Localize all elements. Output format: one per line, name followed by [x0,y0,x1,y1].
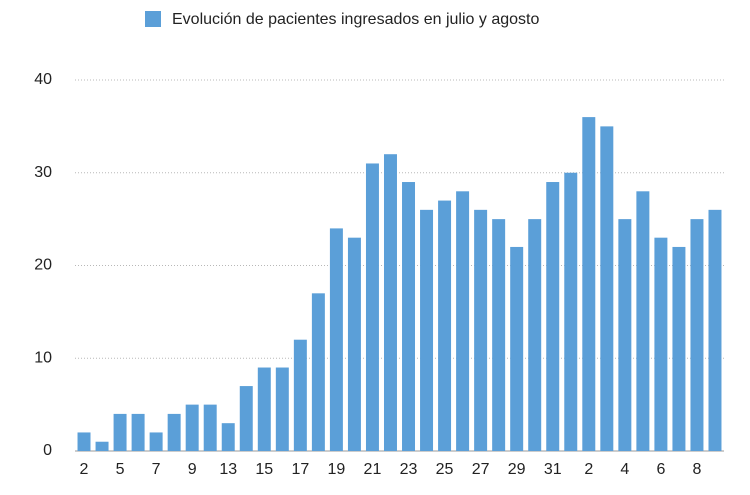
bar [185,404,199,451]
x-tick-label: 17 [291,461,309,478]
legend-label: Evolución de pacientes ingresados en jul… [172,11,539,28]
x-tick-label: 29 [508,461,526,478]
bar [492,219,506,451]
x-tick-label: 31 [544,461,562,478]
bar [654,237,668,451]
y-tick-label: 0 [43,442,52,459]
bar [582,117,596,451]
bar [347,237,361,451]
x-tick-label: 15 [255,461,273,478]
bar [438,200,452,451]
bar [167,413,181,451]
x-tick-label: 9 [188,461,197,478]
bar [149,432,163,451]
legend-swatch [145,11,161,27]
bar [636,191,650,452]
bar [203,404,217,451]
bar [528,219,542,451]
bar [456,191,470,452]
bar [564,172,578,451]
x-tick-label: 7 [152,461,161,478]
x-tick-label: 27 [472,461,490,478]
bar [113,413,127,451]
bar [293,339,307,451]
bar [275,367,289,451]
y-tick-label: 30 [34,164,52,181]
bar [239,386,253,451]
bar [690,219,704,451]
bar [221,423,235,451]
x-tick-label: 23 [400,461,418,478]
x-tick-label: 8 [693,461,702,478]
x-tick-label: 5 [116,461,125,478]
bar [708,209,722,451]
bar [131,413,145,451]
bar [383,154,397,451]
bar [329,228,343,451]
x-tick-label: 2 [80,461,89,478]
x-tick-label: 25 [436,461,454,478]
bar [311,293,325,451]
x-tick-label: 6 [656,461,665,478]
bar [402,182,416,451]
bar [510,246,524,451]
bar [257,367,271,451]
bar [672,246,686,451]
bar [95,441,109,451]
x-tick-label: 19 [328,461,346,478]
x-tick-label: 4 [620,461,629,478]
y-tick-label: 10 [34,349,52,366]
bar [365,163,379,451]
x-tick-label: 21 [364,461,382,478]
x-tick-label: 2 [584,461,593,478]
bar [546,182,560,451]
x-tick-label: 13 [219,461,237,478]
bar [618,219,632,451]
bar [420,209,434,451]
bar [474,209,488,451]
y-tick-label: 40 [34,71,52,88]
bar [600,126,614,451]
bar [77,432,91,451]
y-tick-label: 20 [34,257,52,274]
